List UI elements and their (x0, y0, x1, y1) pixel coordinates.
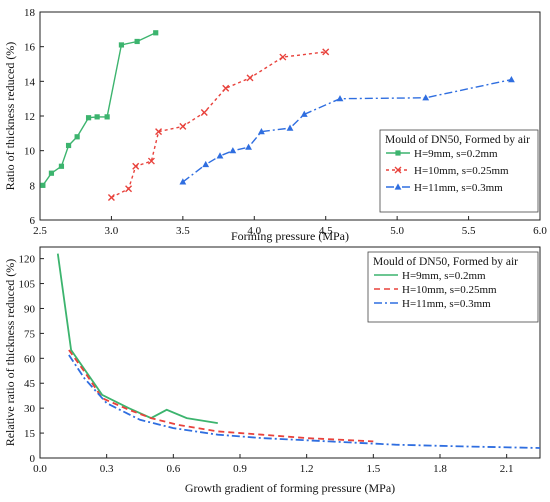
x-tick-label: 0.0 (33, 463, 47, 475)
y-tick-label: 14 (24, 76, 36, 88)
plot-frame (39, 246, 541, 459)
legend-entry: H=11mm, s=0.3mm (402, 298, 491, 310)
y-tick-label: 90 (24, 303, 36, 315)
data-point (300, 110, 308, 117)
x-tick-label: 5.5 (462, 225, 476, 237)
y-axis-label: Relative ratio of thickness reduced (%) (3, 259, 17, 447)
legend-entry: H=10mm, s=0.25mm (414, 165, 509, 177)
data-point (245, 143, 252, 150)
data-point (216, 152, 224, 159)
data-point (258, 128, 265, 135)
legend-entry: H=9mm, s=0.2mm (414, 148, 498, 160)
series-line (68, 349, 374, 443)
y-tick-label: 12 (24, 111, 35, 123)
series-3 (179, 76, 515, 185)
series-line (56, 253, 218, 424)
data-point (336, 95, 344, 102)
legend: Mould of DN50, Formed by air H=9mm, s=0.2… (367, 251, 539, 323)
data-point (40, 182, 46, 188)
legend-box (379, 129, 539, 213)
data-point (134, 38, 140, 45)
data-point (222, 84, 230, 92)
x-tick-label: 0.3 (100, 463, 114, 475)
y-tick-label: 60 (24, 353, 36, 365)
data-point (125, 185, 133, 193)
legend-title: Mould of DN50, Formed by air (373, 256, 518, 268)
legend-title: Mould of DN50, Formed by air (385, 134, 530, 146)
data-point (153, 30, 159, 36)
legend-marker (395, 150, 401, 156)
data-point (179, 178, 187, 185)
x-tick-label: 2.1 (500, 463, 514, 475)
data-point (85, 115, 92, 121)
y-tick-label: 120 (19, 254, 36, 266)
data-point (286, 124, 294, 131)
y-tick-label: 30 (24, 403, 36, 415)
y-tick-label: 75 (24, 328, 36, 340)
x-tick-label: 1.8 (433, 463, 447, 475)
y-tick-label: 18 (24, 7, 36, 19)
y-tick-label: 0 (30, 453, 36, 465)
data-point (202, 160, 210, 168)
y-tick-label: 105 (19, 279, 36, 291)
series-3 (68, 354, 541, 449)
x-tick-label: 3.5 (176, 225, 190, 237)
chart-2: 0.0 0.3 0.6 0.9 1.2 1.5 1.8 2.1 0 15 30 45 60 75 90 105… (3, 246, 541, 495)
data-point (58, 163, 65, 169)
legend: Mould of DN50, Formed by air H=9mm, s=0.2… (379, 129, 539, 213)
y-tick-label: 10 (24, 146, 36, 158)
y-tick-label: 6 (30, 215, 36, 227)
data-point (104, 114, 110, 120)
x-tick-label: 1.2 (300, 463, 314, 475)
data-point (200, 109, 208, 117)
series-2 (68, 349, 374, 443)
series-line (68, 354, 541, 449)
series-1 (56, 253, 218, 424)
series-1 (40, 30, 159, 188)
x-tick-label: 0.9 (233, 463, 247, 475)
chart-1: 2.5 3.0 3.5 4.0 4.5 5.0 5.5 6.0 6 8 10 12 14 16 18 Form… (3, 7, 547, 243)
y-tick-label: 16 (24, 42, 36, 54)
y-axis-label: Ratio of thickness reduced (%) (3, 42, 17, 191)
data-point (147, 157, 155, 165)
data-point (48, 170, 55, 176)
data-point (322, 48, 330, 56)
data-point (508, 76, 515, 83)
x-tick-label: 4.5 (319, 225, 333, 237)
legend-entry: H=10mm, s=0.25mm (402, 284, 497, 296)
x-tick-label: 3.0 (105, 225, 119, 237)
x-tick-label: 2.5 (33, 225, 47, 237)
x-axis-label: Forming pressure (MPa) (231, 229, 349, 243)
series-2 (107, 48, 330, 201)
series-line (42, 32, 156, 186)
data-point (118, 42, 125, 48)
data-point (279, 53, 287, 61)
y-tick-label: 8 (30, 180, 36, 192)
data-point (179, 122, 187, 130)
x-tick-label: 1.5 (366, 463, 380, 475)
x-tick-label: 5.0 (390, 225, 404, 237)
y-tick-label: 15 (24, 428, 36, 440)
y-tick-label: 45 (24, 378, 36, 390)
x-tick-label: 4.0 (247, 225, 261, 237)
data-point (155, 128, 163, 136)
x-tick-label: 6.0 (533, 225, 547, 237)
data-point (229, 147, 237, 154)
x-axis-label: Growth gradient of forming pressure (MPa… (185, 481, 395, 495)
legend-marker (394, 183, 402, 190)
data-point (246, 74, 254, 82)
legend-entry: H=11mm, s=0.3mm (414, 182, 503, 194)
data-point (132, 162, 140, 170)
x-tick-label: 0.6 (166, 463, 180, 475)
data-point (65, 142, 72, 149)
data-point (74, 134, 80, 140)
series-line (182, 78, 512, 183)
legend-marker (394, 166, 402, 174)
data-point (107, 193, 115, 201)
data-point (422, 94, 430, 101)
data-point (94, 114, 100, 120)
legend-box (367, 251, 539, 323)
legend-entry: H=9mm, s=0.2mm (402, 270, 486, 282)
